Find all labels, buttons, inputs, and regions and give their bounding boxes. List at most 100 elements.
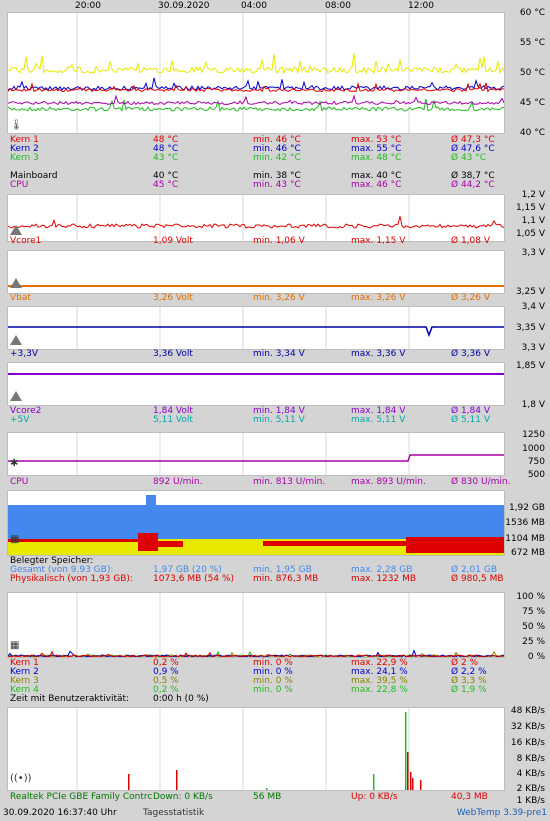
sensor-row: Kern 2 48 °C min. 46 °C max. 55 °C Ø 47,6 °C bbox=[10, 145, 540, 154]
network-down-total: 56 MB bbox=[253, 792, 282, 802]
sensor-min: min. 46 °C bbox=[253, 144, 301, 154]
network-bar bbox=[420, 780, 422, 790]
sensor-name: Kern 3 bbox=[10, 676, 39, 686]
footer-datetime: 30.09.2020 16:37:40 Uhr bbox=[3, 808, 117, 818]
sensor-name: Kern 2 bbox=[10, 144, 39, 154]
ytick: 50 °C bbox=[519, 68, 545, 78]
ytick: 2 KB/s bbox=[516, 784, 545, 794]
ytick: 1,8 V bbox=[521, 400, 545, 410]
sensor-row: Mainboard 40 °C min. 38 °C max. 40 °C Ø 38,7… bbox=[10, 172, 540, 181]
sensor-min: min. 1,84 V bbox=[253, 406, 305, 416]
sensor-row: Physikalisch (von 1,93 GB): 1073,6 MB (54… bbox=[10, 575, 540, 584]
memory-physical-area bbox=[8, 539, 138, 542]
cpu-load-lines bbox=[8, 593, 504, 657]
ytick: 1,92 GB bbox=[508, 503, 545, 513]
time-label: 08:00 bbox=[325, 1, 351, 11]
sensor-row: Kern 2 0,9 % min. 0 % max. 24,1 % Ø 2,2 % bbox=[10, 668, 540, 677]
sensor-name: CPU bbox=[10, 477, 29, 487]
fan-row: CPU 892 U/min. min. 813 U/min. max. 893 … bbox=[10, 478, 540, 487]
sensor-avg: Ø 1,9 % bbox=[451, 685, 487, 695]
time-label: 12:00 bbox=[408, 1, 434, 11]
series-line bbox=[8, 77, 504, 91]
sensor-row: Kern 4 0,2 % min. 0 % max. 22,8 % Ø 1,9 % bbox=[10, 686, 540, 695]
tagesstatistik-link[interactable]: Tagesstatistik bbox=[143, 808, 205, 818]
memory-graph: ▦ bbox=[7, 490, 505, 556]
memory-header: Belegter Speicher: bbox=[10, 557, 540, 566]
ytick: 8 KB/s bbox=[516, 754, 545, 764]
sensor-avg: Ø 3,36 V bbox=[451, 349, 491, 359]
sensor-avg: Ø 980,5 MB bbox=[451, 574, 504, 584]
warning-icon bbox=[10, 335, 22, 345]
vcore2-line bbox=[8, 373, 504, 375]
ytick: 55 °C bbox=[519, 38, 545, 48]
sensor-max: max. 55 °C bbox=[351, 144, 402, 154]
sensor-name: Gesamt (von 9,93 GB): bbox=[10, 565, 114, 575]
sensor-avg: Ø 3,3 % bbox=[451, 676, 487, 686]
sensor-row: Kern 1 48 °C min. 46 °C max. 53 °C Ø 47,3 °C bbox=[10, 136, 540, 145]
ytick: 4 KB/s bbox=[516, 769, 545, 779]
sensor-max: max. 48 °C bbox=[351, 153, 402, 163]
temperature-lines bbox=[8, 13, 504, 133]
sensor-current: 43 °C bbox=[153, 153, 179, 163]
sensor-avg: Ø 2,2 % bbox=[451, 667, 487, 677]
ytick: 750 bbox=[527, 457, 545, 467]
sensor-row: Gesamt (von 9,93 GB): 1,97 GB (20 %) min. … bbox=[10, 566, 540, 575]
sensor-name: Physikalisch (von 1,93 GB): bbox=[10, 574, 133, 584]
sensor-max: max. 1,84 V bbox=[351, 406, 406, 416]
ytick: 16 KB/s bbox=[510, 738, 545, 748]
sensor-min: min. 43 °C bbox=[253, 180, 301, 190]
sensor-name: +3,3V bbox=[10, 349, 39, 359]
sensor-min: min. 876,3 MB bbox=[253, 574, 319, 584]
sensor-current: 0,2 % bbox=[153, 685, 179, 695]
vcore-line bbox=[8, 195, 504, 241]
sensor-min: min. 38 °C bbox=[253, 171, 301, 181]
sensor-current: 0,5 % bbox=[153, 676, 179, 686]
memory-physical-area bbox=[263, 541, 406, 546]
network-adapter: Realtek PCIe GBE Family Contrc bbox=[10, 792, 153, 802]
ytick: 48 KB/s bbox=[510, 706, 545, 716]
sensor-name: Vcore1 bbox=[10, 236, 42, 246]
sensor-avg: Ø 2,01 GB bbox=[451, 565, 497, 575]
thermometer-icon: 🌡 bbox=[10, 120, 23, 131]
sensor-max: max. 24,1 % bbox=[351, 667, 408, 677]
sensor-current: 3,36 Volt bbox=[153, 349, 193, 359]
sensor-name: Kern 2 bbox=[10, 667, 39, 677]
sensor-current: 48 °C bbox=[153, 135, 179, 145]
sensor-current: 1073,6 MB (54 %) bbox=[153, 574, 235, 584]
sensor-min: min. 0 % bbox=[253, 658, 293, 668]
v33-graph bbox=[7, 306, 505, 350]
network-row: Realtek PCIe GBE Family Contrc Down: 0 K… bbox=[10, 793, 540, 802]
memory-chip-icon: ▦ bbox=[10, 534, 20, 545]
sensor-row: CPU 45 °C min. 43 °C max. 46 °C Ø 44,2 °C bbox=[10, 181, 540, 190]
memory-total-spike bbox=[146, 495, 156, 507]
network-bar bbox=[405, 712, 407, 790]
activity-value: 0:00 h (0 %) bbox=[153, 694, 209, 704]
sensor-current: 1,09 Volt bbox=[153, 236, 193, 246]
sensor-min: min. 46 °C bbox=[253, 135, 301, 145]
v33-line bbox=[8, 307, 504, 349]
sensor-name: CPU bbox=[10, 180, 29, 190]
sensor-max: max. 40 °C bbox=[351, 171, 402, 181]
ytick: 100 % bbox=[516, 592, 545, 602]
ytick: 25 % bbox=[522, 637, 545, 647]
vcore-row: Vcore1 1,09 Volt min. 1,06 V max. 1,15 V… bbox=[10, 237, 540, 246]
sensor-row: Kern 3 0,5 % min. 0 % max. 39,5 % Ø 3,3 % bbox=[10, 677, 540, 686]
ytick: 3,25 V bbox=[515, 287, 545, 297]
ytick: 1,1 V bbox=[521, 216, 545, 226]
ytick: 500 bbox=[527, 470, 545, 480]
ytick: 3,4 V bbox=[521, 302, 545, 312]
vbat-line bbox=[8, 285, 504, 287]
sensor-current: 3,26 Volt bbox=[153, 293, 193, 303]
memory-physical-area bbox=[138, 533, 158, 551]
memory-physical-area bbox=[158, 541, 183, 547]
network-up-total: 40,3 MB bbox=[451, 792, 488, 802]
network-bar bbox=[412, 778, 414, 790]
sensor-current: 40 °C bbox=[153, 171, 179, 181]
network-bars bbox=[76, 708, 422, 790]
ytick: 1250 bbox=[522, 430, 545, 440]
ytick: 60 °C bbox=[519, 8, 545, 18]
sensor-avg: Ø 830 U/min. bbox=[451, 477, 511, 487]
version-link[interactable]: WebTemp 3.39-pre1 bbox=[456, 808, 547, 818]
ytick: 1,2 V bbox=[521, 190, 545, 200]
sensor-name: Kern 1 bbox=[10, 658, 39, 668]
